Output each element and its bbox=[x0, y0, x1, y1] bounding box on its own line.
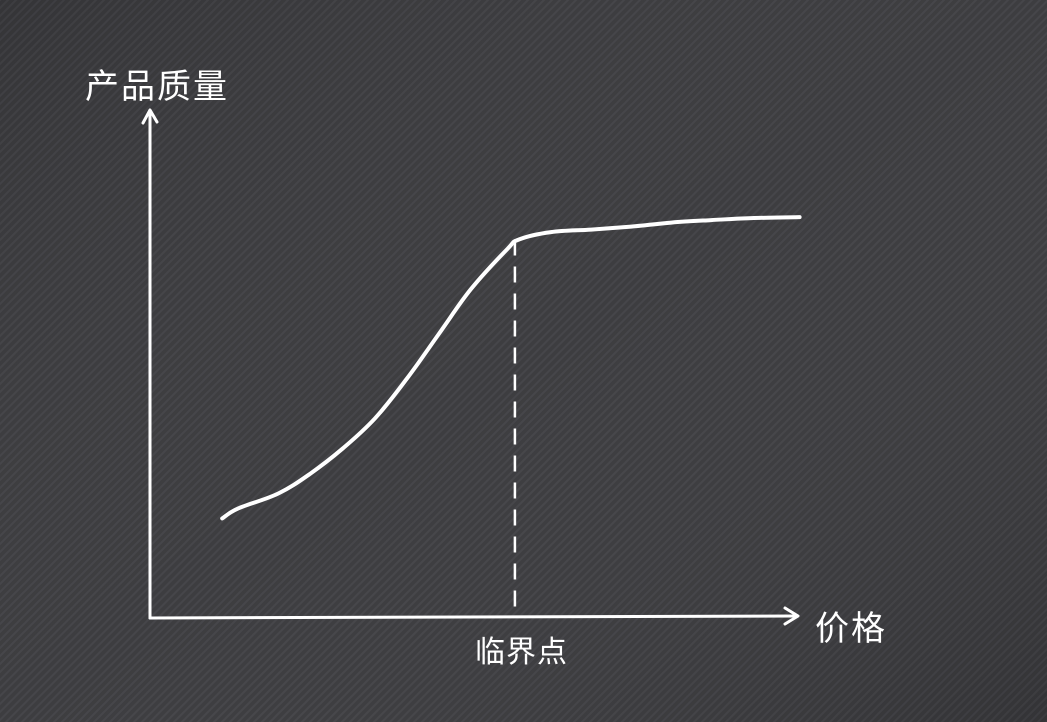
y-axis-arrow-icon bbox=[141, 108, 159, 125]
series-line bbox=[220, 215, 802, 521]
x-axis-label: 价格 bbox=[815, 609, 887, 649]
critical-point-label: 临界点 bbox=[475, 635, 568, 670]
axes bbox=[141, 108, 800, 626]
x-axis-line bbox=[148, 614, 799, 620]
x-axis-arrow-icon bbox=[783, 606, 800, 626]
y-axis-label: 产品质量 bbox=[85, 67, 229, 107]
